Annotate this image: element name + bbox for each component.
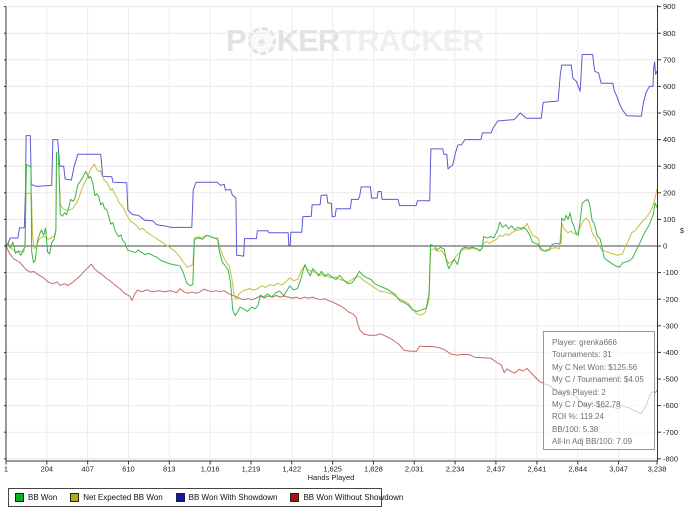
legend-swatch-icon [290,493,300,502]
y-tick-label: 0 [663,242,667,251]
x-tick-label: 1 [4,465,8,474]
y-tick-label: -700 [663,428,678,437]
y-tick-label: 700 [663,55,676,64]
legend-swatch-icon [70,493,80,502]
y-tick-label: -800 [663,454,678,463]
legend: BB Won Net Expected BB Won BB Won With Sho… [8,488,403,507]
x-tick-label: 2,844 [568,465,587,474]
x-tick-label: 3,047 [609,465,628,474]
legend-label: Net Expected BB Won [83,493,163,502]
y-tick-label: 200 [663,188,676,197]
info-line: Days Played: 2 [552,387,606,397]
info-line: All-In Adj BB/100: 7.09 [552,437,633,447]
series-line [5,54,658,257]
legend-label: BB Won With Showdown [188,493,278,502]
info-line: BB/100: 5.38 [552,424,599,434]
x-tick-label: 2,641 [528,465,547,474]
y-tick-label: 500 [663,109,676,118]
series-line [5,152,658,317]
info-line: My C Net Won: $125.56 [552,362,638,372]
y-tick-label: -100 [663,268,678,277]
legend-item[interactable]: BB Won With Showdown [175,493,278,502]
info-line: Player: grenka666 [552,338,617,347]
y-tick-label: 100 [663,215,676,224]
y-tick-label: 600 [663,82,676,91]
x-tick-label: 813 [163,465,176,474]
x-tick-label: 407 [81,465,94,474]
x-tick-label: 3,238 [648,465,667,474]
legend-label: BB Won Without Showdown [303,493,404,502]
x-axis-title: Hands Played [307,473,355,482]
info-line: ROI %: 119.24 [552,412,604,422]
y-tick-label: -400 [663,348,678,357]
y-tick-label: -300 [663,321,678,330]
y-tick-label: -600 [663,401,678,410]
legend-label: BB Won [28,493,58,502]
x-tick-label: 204 [41,465,54,474]
y-tick-label: -200 [663,295,678,304]
stats-info-box: Player: grenka666 Tournaments: 31 My C Net… [543,331,655,450]
x-tick-label: 610 [122,465,135,474]
x-tick-label: 2,234 [446,465,465,474]
legend-swatch-icon [175,493,185,502]
info-line: Tournaments: 31 [552,350,612,360]
x-tick-label: 1,625 [323,465,342,474]
y-tick-label: 800 [663,29,676,38]
series-line [5,163,658,316]
x-tick-label: 1,828 [364,465,383,474]
x-tick-label: 1,016 [201,465,220,474]
spade-icon: ♠ [257,33,266,49]
x-tick-label: 2,031 [405,465,424,474]
watermark-text-ker: KER [276,23,340,58]
x-tick-label: 1,219 [242,465,261,474]
watermark-text-p: P [226,23,247,58]
y-tick-label: -500 [663,375,678,384]
x-tick-label: 2,437 [487,465,506,474]
poker-chip-spade-icon: ♠ [247,27,276,55]
y-tick-label: 300 [663,162,676,171]
y-tick-label: 400 [663,135,676,144]
info-line: My C / Day: $62.78 [552,400,621,410]
legend-item[interactable]: Net Expected BB Won [70,493,163,502]
x-tick-label: 1,422 [282,465,301,474]
legend-item[interactable]: BB Won Without Showdown [290,493,403,502]
info-line: My C / Tournament: $4.05 [552,375,644,385]
watermark-text-tracker: TRACKER [339,23,485,58]
legend-item[interactable]: BB Won [15,493,57,502]
y-axis-unit-label: $ [680,228,684,235]
watermark: P ♠ KER TRACKER [226,22,485,60]
legend-swatch-icon [15,493,24,502]
y-tick-label: 900 [663,2,676,11]
